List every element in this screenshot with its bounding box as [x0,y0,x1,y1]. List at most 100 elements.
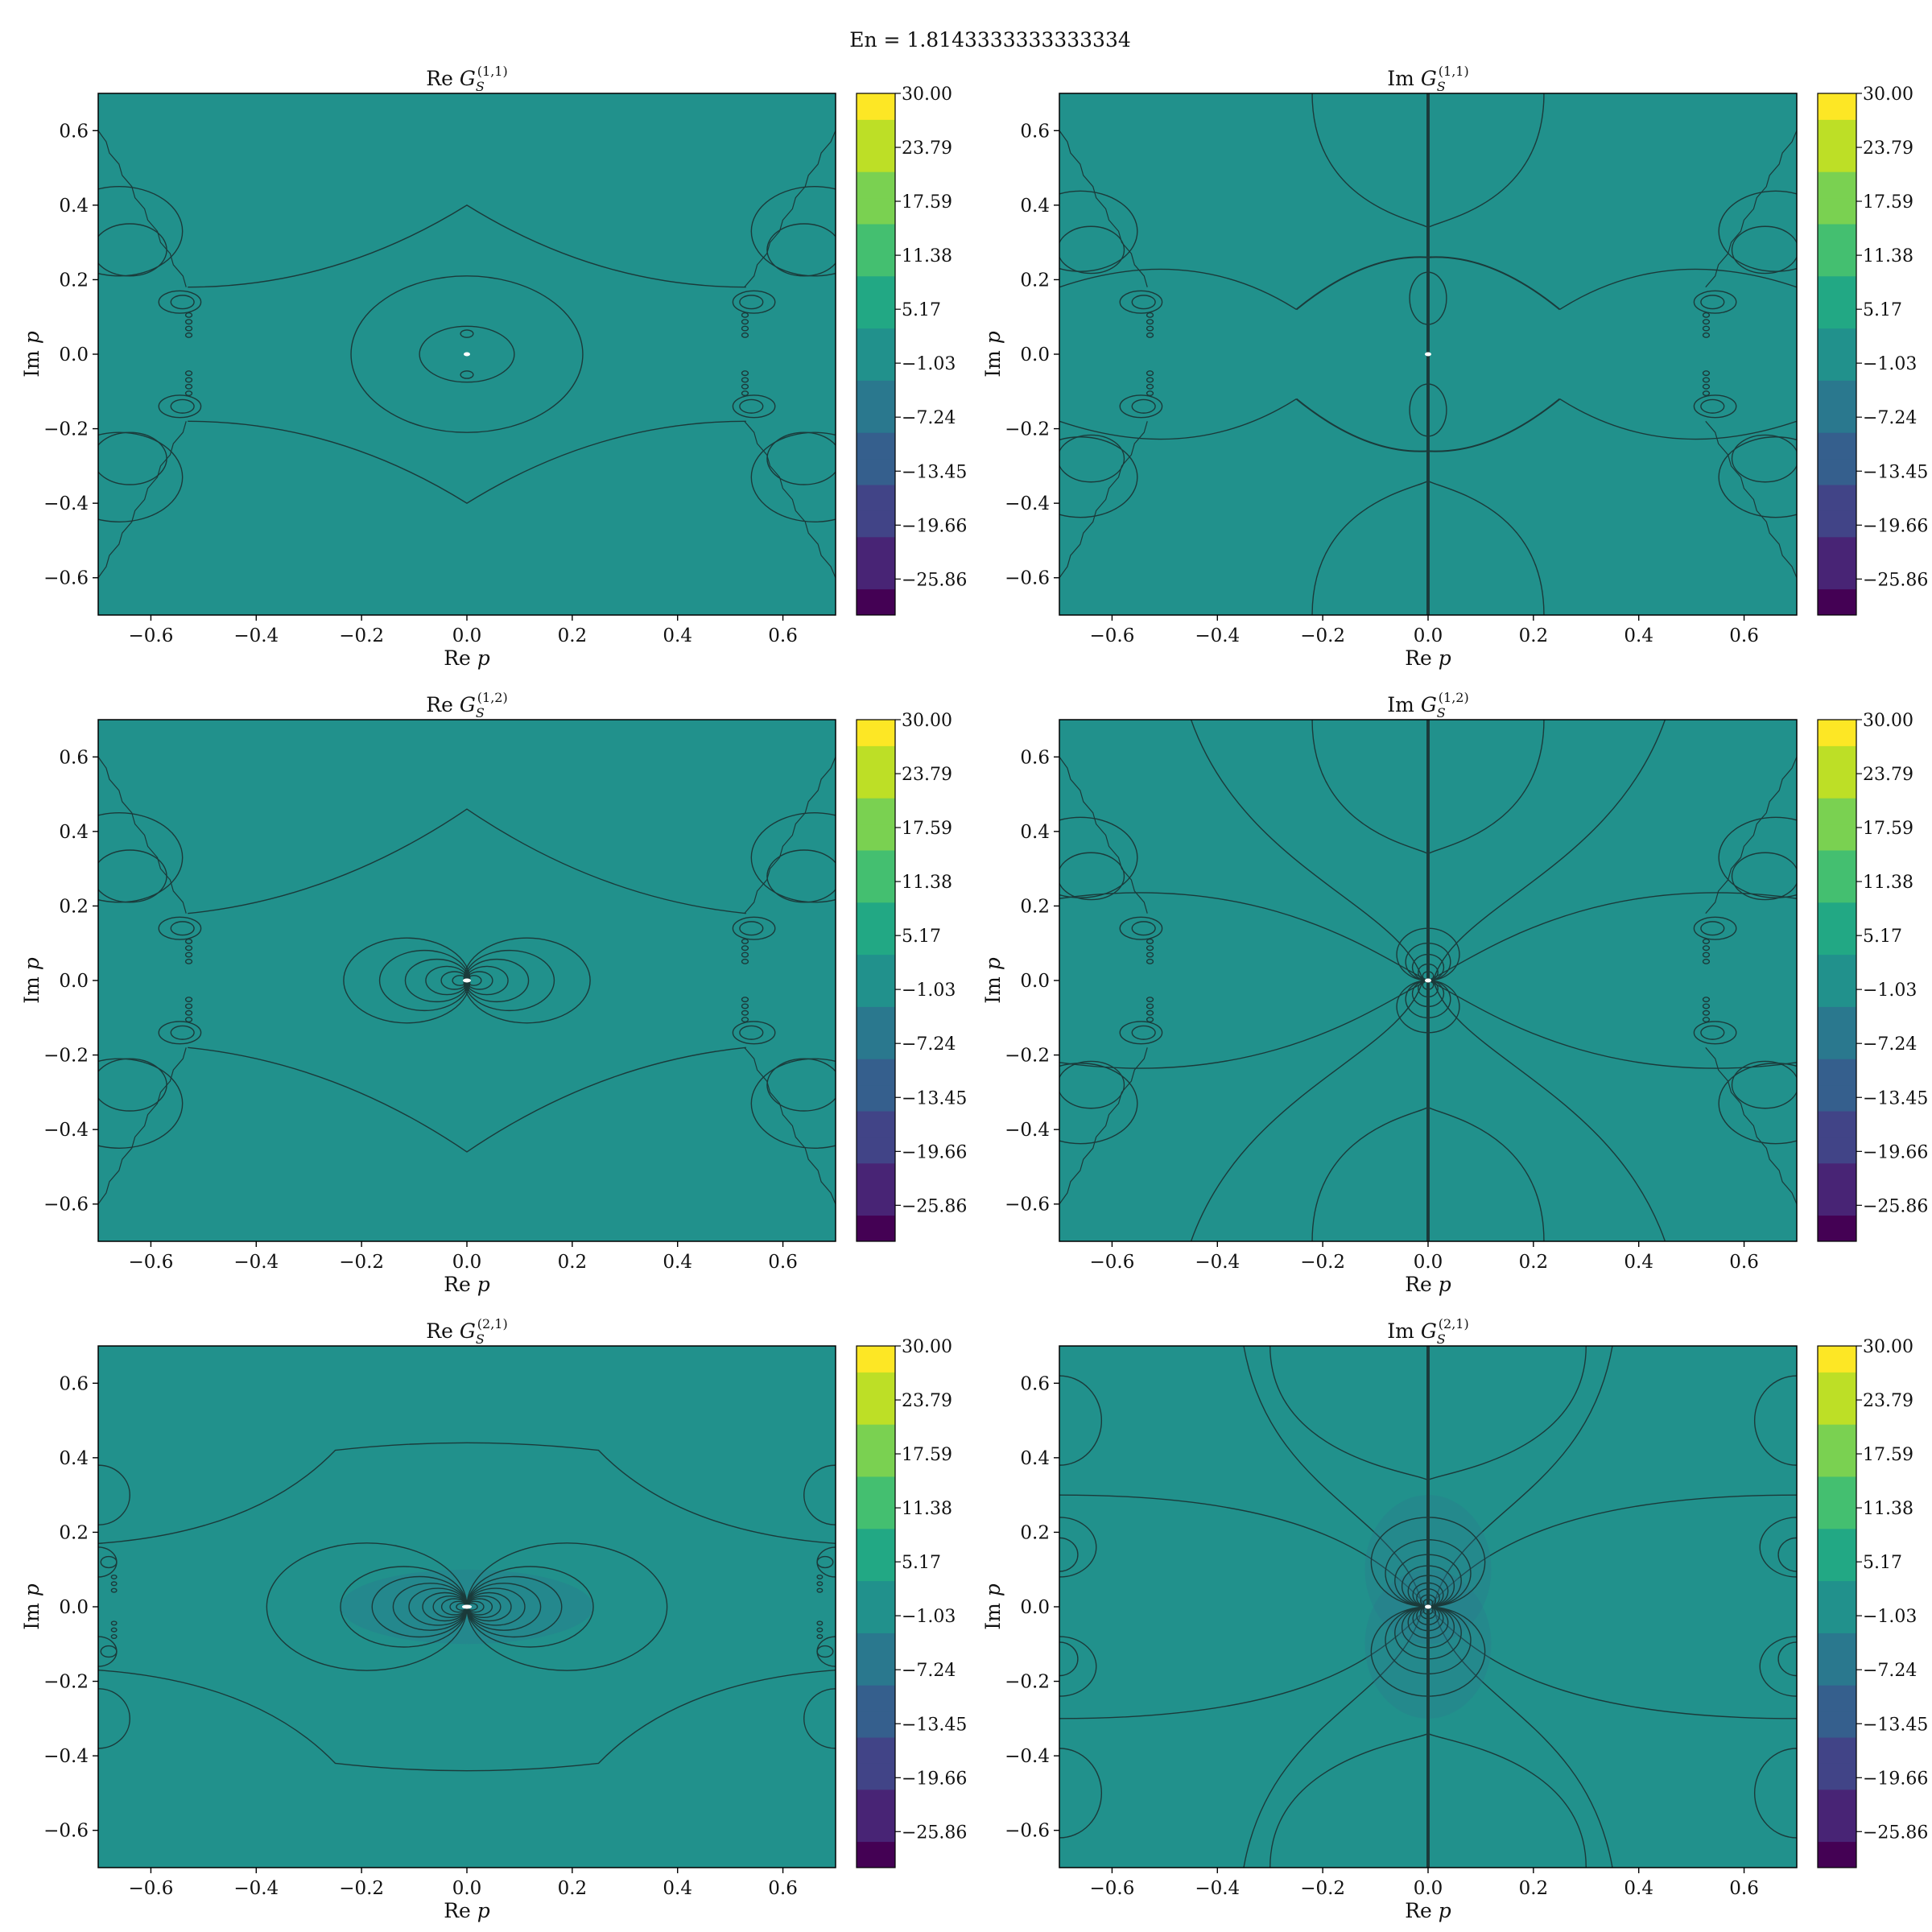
colorbar-band [1818,1476,1856,1503]
colorbar-band [857,302,895,329]
contour-loop [816,1574,824,1579]
y-tick-label: 0.4 [1020,822,1050,843]
colorbar-band [1818,563,1856,590]
contour-loop [732,290,776,314]
contour-line [98,421,187,579]
contour-loop [741,390,749,397]
y-tick-label: 0.2 [59,896,89,917]
contour-loop [184,312,193,318]
x-tick-label: −0.6 [128,1878,173,1899]
contour-line [98,756,187,914]
colorbar-band [857,798,895,825]
y-tick-label: −0.2 [1005,1672,1050,1693]
x-tick-label: −0.2 [339,1878,384,1899]
contour-loop [170,1025,195,1040]
colorbar-band [1818,536,1856,564]
contour-loop [158,290,202,314]
colorbar-tick-label: −1.03 [902,1607,956,1627]
colorbar-band [1818,1737,1856,1764]
x-tick-label: 0.4 [663,625,692,646]
colorbar-band [857,1006,895,1034]
contour-loop [816,1581,824,1587]
contour-loop [184,383,193,390]
colorbar-frame [1817,93,1857,616]
contour-loop [1119,916,1163,940]
contour-line [1705,757,1797,914]
colorbar-tick-label: −13.45 [902,1715,967,1735]
contour-loop [741,332,749,338]
colorbar-band [857,954,895,981]
x-tick-label: 0.4 [663,1878,692,1899]
colorbar-band [1818,745,1856,773]
colorbar-tick-label: 30.00 [902,711,952,731]
contour-loop [98,431,184,522]
colorbar-band [857,536,895,564]
colorbar-tick-label: 23.79 [902,1391,952,1411]
contour-line [1427,1606,1797,1719]
contour-loop [741,325,749,332]
contour-loop [98,1058,167,1112]
colorbar-tick-label: 23.79 [902,138,952,159]
colorbar-band [1818,302,1856,329]
contour-line [1559,398,1797,440]
x-tick-label: −0.6 [128,625,173,646]
colorbar-band [857,1111,895,1137]
y-tick-label: 0.2 [1020,896,1050,917]
colorbar-tick-label: −13.45 [1863,1715,1928,1735]
contour-loop [184,958,193,964]
colorbar-band [1818,1580,1856,1608]
y-tick-label: 0.6 [59,1373,89,1394]
colorbar-band [1818,1789,1856,1816]
contour-loop [1059,852,1125,901]
colorbar-tick-label: 11.38 [1863,1499,1913,1519]
contour-loop [1731,434,1797,483]
contour-line [1059,130,1148,287]
colorbar-band [857,1633,895,1660]
contour-loop [110,1620,118,1626]
contour-loop [1146,958,1154,964]
x-tick-label: 0.0 [1414,1252,1443,1273]
colorbar-band [857,745,895,773]
colorbar-band [857,1215,895,1242]
contour-loop [816,1620,824,1626]
colorbar-band [857,93,895,120]
subplot-title: Re GS(2,1) [426,1316,507,1347]
x-tick-label: −0.2 [1300,625,1345,646]
colorbar-band [1818,1633,1856,1660]
colorbar-tick-label: 30.00 [1863,711,1913,731]
y-axis-label: Im p [981,331,1005,378]
contour-loop [1753,1375,1797,1466]
colorbar-tick-label: 5.17 [902,1553,941,1573]
x-tick-label: −0.4 [1195,625,1240,646]
contour-loop [184,332,193,338]
contour-loop [741,377,749,383]
y-tick-label: 0.4 [1020,196,1050,217]
y-tick-label: 0.0 [59,1597,89,1618]
x-tick-label: 0.4 [663,1252,692,1273]
contour-lines [1059,720,1797,1241]
x-tick-label: −0.6 [1089,1252,1134,1273]
colorbar-band [857,1502,895,1530]
colorbar-band [1818,1528,1856,1555]
colorbar-band [1818,510,1856,538]
colorbar-tick-label: −19.66 [902,1142,967,1162]
contour-loop [98,812,184,903]
colorbar-tick-label: 5.17 [902,300,941,320]
colorbar-tick-label: −1.03 [902,980,956,1001]
colorbar-band [857,380,895,407]
colorbar-band [857,1059,895,1086]
colorbar-band [857,406,895,433]
x-tick-label: −0.6 [1089,1878,1134,1899]
colorbar-tick-label: −13.45 [902,462,967,482]
contour-loop [1718,436,1797,518]
colorbar-frame [856,1345,896,1868]
singular-point [463,978,471,983]
contour-loop [1702,383,1711,390]
x-tick-label: −0.2 [339,625,384,646]
x-tick-label: 0.0 [452,1878,482,1899]
colorbar: 30.00 23.79 17.59 11.38 5.17 −1.03 −7.24 −13.45… [1817,85,1928,616]
colorbar-tick-label: −13.45 [1863,462,1928,482]
colorbar-band [857,1424,895,1451]
y-axis-label: Im p [981,957,1005,1004]
contour-line [1059,421,1148,579]
